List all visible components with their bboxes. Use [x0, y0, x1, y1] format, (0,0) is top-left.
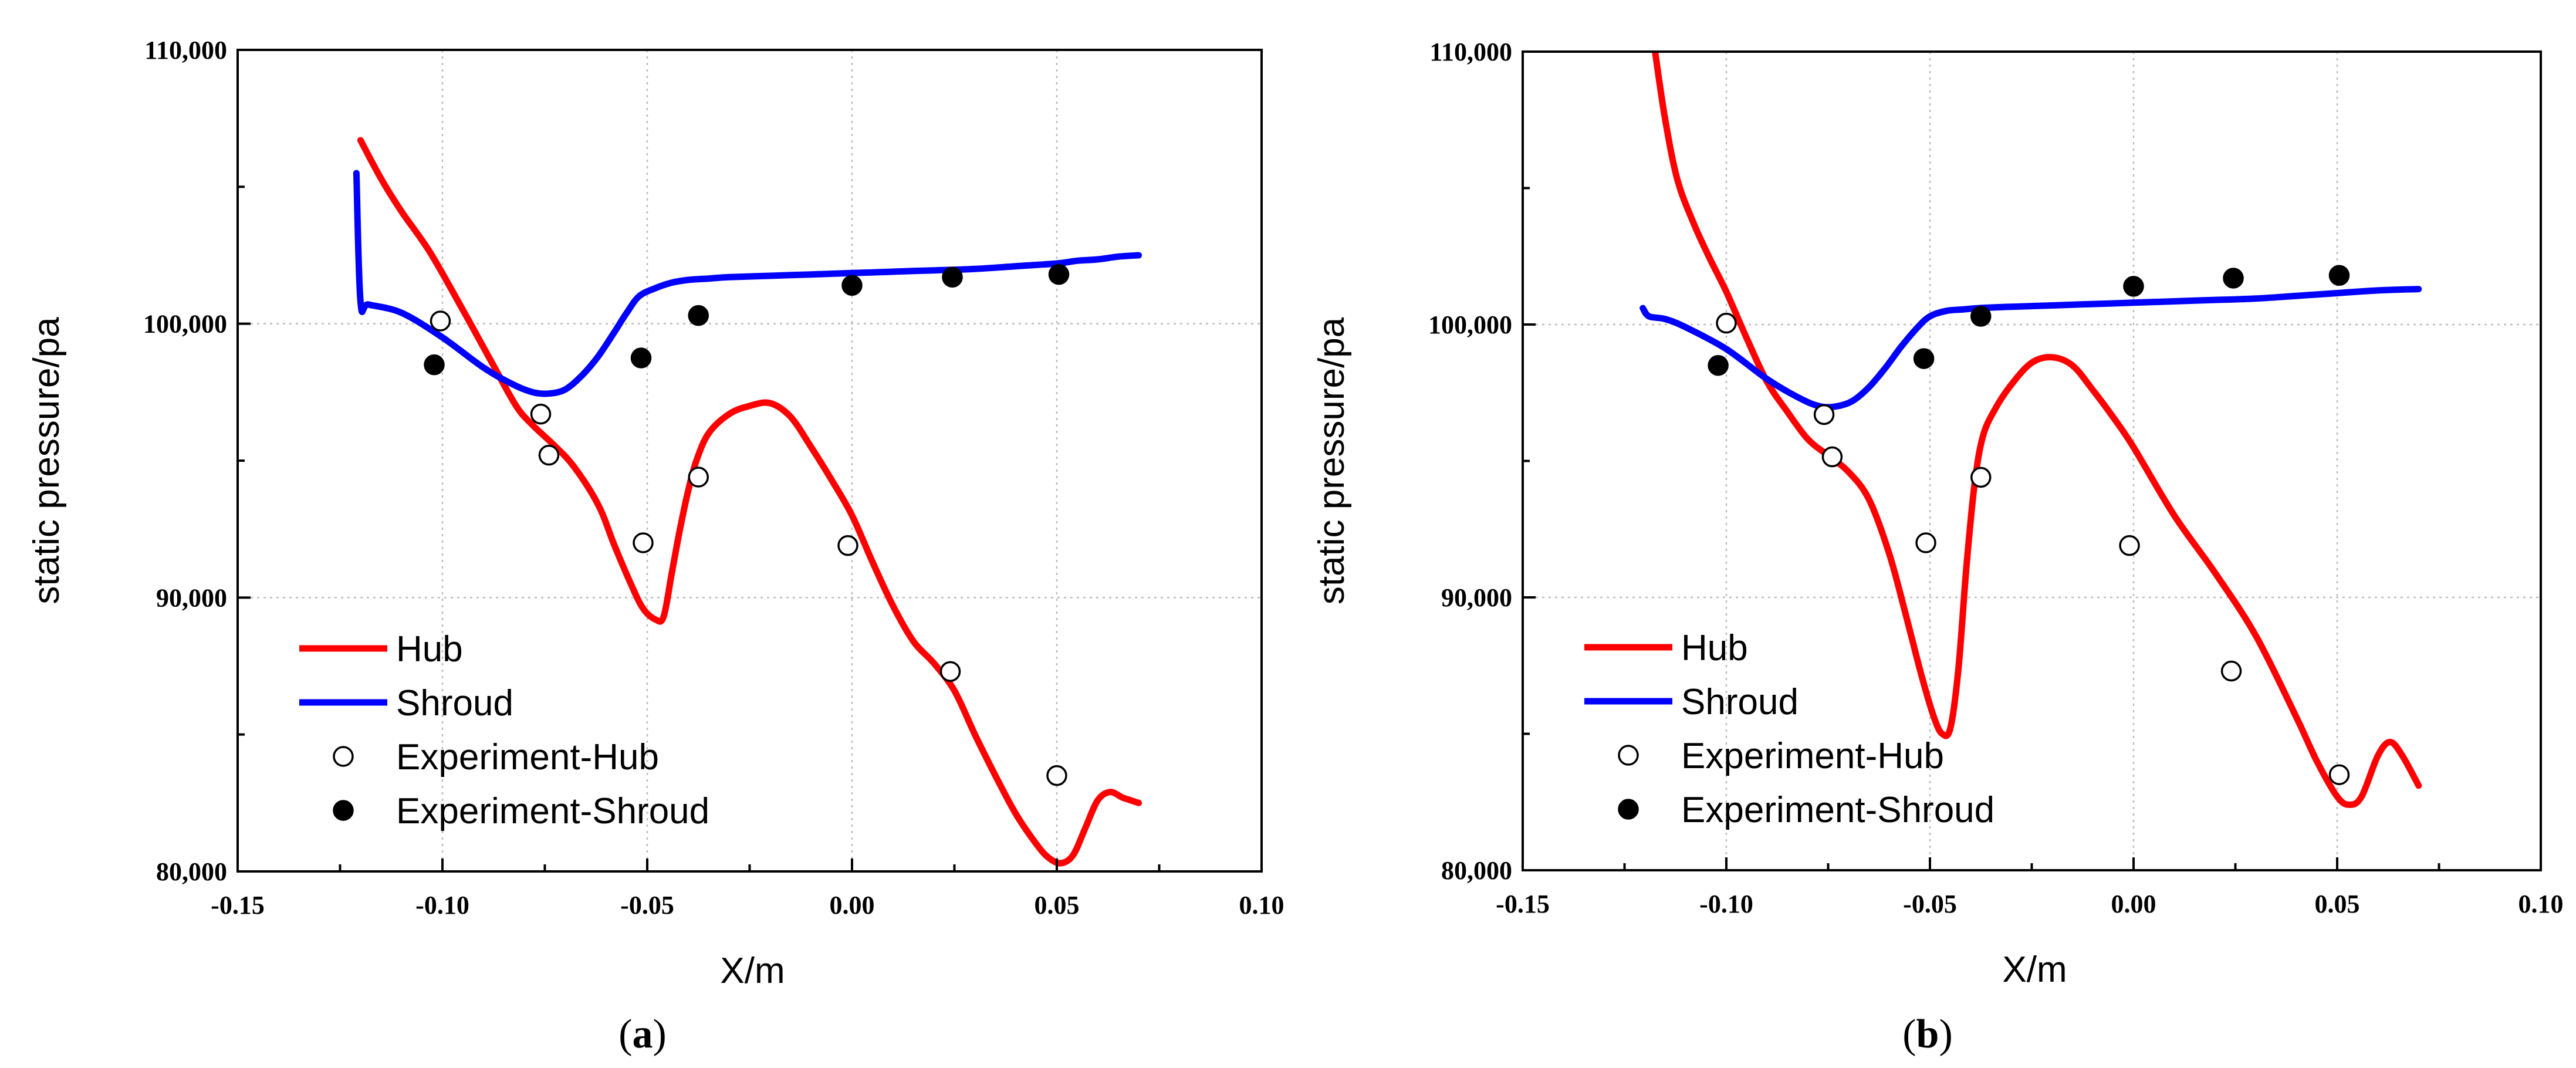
x-tick-label: 0.05: [2315, 890, 2360, 918]
data-point-experiment-hub: [2119, 535, 2140, 556]
y-tick-label: 100,000: [143, 310, 227, 339]
legend-label-shroud: Shroud: [396, 683, 513, 724]
y-tick-label: 110,000: [1429, 38, 1512, 66]
data-point-experiment-shroud: [2123, 276, 2144, 297]
legend-label-experiment-hub: Experiment-Hub: [396, 737, 659, 778]
data-point-experiment-shroud: [1970, 306, 1992, 327]
data-point-experiment-shroud: [1913, 348, 1935, 369]
data-point-experiment-hub: [1813, 404, 1835, 425]
x-tick-label: 0.10: [2518, 890, 2564, 918]
legend-swatch-experiment-shroud: [1618, 799, 1639, 820]
panel-caption: (b): [1902, 1012, 1953, 1057]
legend-item-experiment-hub: Experiment-Hub: [1618, 736, 1944, 776]
axis-ticks: -0.15 -0.10 -0.05 0.00 0.05 0.10 80,000 90,000 1…: [1428, 38, 2564, 918]
data-point-experiment-hub: [1046, 765, 1067, 786]
series-markers: [424, 263, 1070, 786]
data-point-experiment-hub: [1716, 312, 1737, 334]
legend-label-experiment-shroud: Experiment-Shroud: [396, 791, 709, 832]
series-line-shroud: [1639, 286, 2422, 411]
data-point-experiment-hub: [939, 661, 961, 682]
data-point-experiment-hub: [538, 444, 560, 466]
legend-item-shroud: Shroud: [299, 683, 513, 724]
y-tick-label: 90,000: [156, 583, 227, 612]
series-line-shroud: [353, 170, 1142, 397]
x-tick-label: -0.10: [1699, 890, 1753, 918]
y-tick-label: 80,000: [1441, 856, 1512, 885]
data-point-experiment-hub: [1915, 532, 1936, 553]
data-point-experiment-hub: [2328, 764, 2350, 785]
series-lines: [1639, 52, 2422, 808]
legend-item-hub: Hub: [1584, 628, 1748, 668]
series-line-hub: [357, 137, 1142, 867]
data-point-experiment-shroud: [424, 354, 445, 376]
data-point-experiment-hub: [688, 467, 709, 488]
y-tick-label: 100,000: [1428, 310, 1512, 339]
y-tick-label: 90,000: [1441, 583, 1512, 612]
legend-label-hub: Hub: [1681, 628, 1748, 668]
grid: [238, 50, 1262, 871]
legend-swatch-experiment-hub: [1618, 745, 1639, 766]
legend: Hub Shroud Experiment-Hub Experiment-Shroud: [1584, 628, 1994, 830]
y-tick-label: 80,000: [156, 857, 227, 886]
data-point-experiment-hub: [1821, 446, 1843, 468]
data-point-experiment-shroud: [942, 266, 963, 288]
legend-item-hub: Hub: [299, 629, 463, 670]
x-tick-label: 0.00: [830, 891, 875, 920]
series-markers: [1708, 265, 2350, 785]
x-tick-label: 0.00: [2111, 890, 2156, 918]
axis-ticks: -0.15 -0.10 -0.05 0.00 0.05 0.10 80,000 90,000 1…: [143, 36, 1284, 920]
legend-label-hub: Hub: [396, 629, 463, 670]
data-point-experiment-shroud: [1708, 355, 1729, 376]
legend: Hub Shroud Experiment-Hub Experiment-Shroud: [299, 629, 709, 832]
legend-swatch-experiment-shroud: [333, 800, 354, 821]
y-axis-title: static pressure/pa: [1311, 317, 1352, 604]
data-point-experiment-shroud: [2223, 268, 2244, 289]
data-point-experiment-hub: [430, 310, 451, 332]
data-series: [353, 137, 1142, 867]
caption-open-paren: (: [1902, 1012, 1916, 1057]
legend-item-experiment-hub: Experiment-Hub: [333, 737, 659, 778]
data-series: [1639, 52, 2422, 808]
data-point-experiment-hub: [633, 532, 654, 553]
series-lines: [353, 137, 1142, 867]
x-tick-label: -0.05: [1903, 890, 1957, 918]
x-tick-label: -0.05: [620, 891, 674, 920]
legend-label-experiment-shroud: Experiment-Shroud: [1681, 790, 1994, 830]
legend-item-shroud: Shroud: [1584, 682, 1799, 722]
legend-item-experiment-shroud: Experiment-Shroud: [333, 791, 709, 832]
x-tick-label: -0.10: [415, 891, 469, 920]
y-axis-title: static pressure/pa: [26, 317, 67, 604]
data-point-experiment-hub: [837, 535, 858, 556]
x-axis-title: X/m: [2002, 949, 2067, 990]
panel-caption: (a): [618, 1012, 667, 1057]
data-point-experiment-shroud: [2328, 265, 2350, 286]
caption-close-paren: ): [653, 1012, 667, 1057]
x-tick-label: 0.10: [1239, 891, 1284, 920]
x-tick-label: 0.05: [1035, 891, 1080, 920]
legend-label-experiment-hub: Experiment-Hub: [1681, 736, 1944, 776]
caption-letter: a: [633, 1012, 653, 1057]
data-point-experiment-shroud: [688, 305, 709, 326]
legend-item-experiment-shroud: Experiment-Shroud: [1618, 790, 1994, 830]
chart-panel-a: -0.15 -0.10 -0.05 0.00 0.05 0.10 80,000 90,000 1…: [26, 36, 1284, 1057]
grid: [1523, 52, 2541, 870]
y-tick-label: 110,000: [144, 36, 227, 65]
caption-close-paren: ): [1939, 1012, 1952, 1057]
data-point-experiment-shroud: [841, 275, 863, 296]
data-point-experiment-hub: [530, 403, 552, 425]
x-tick-label: -0.15: [211, 891, 265, 920]
data-point-experiment-hub: [1970, 467, 1992, 488]
data-point-experiment-shroud: [1048, 263, 1070, 285]
legend-label-shroud: Shroud: [1681, 682, 1799, 722]
data-point-experiment-shroud: [630, 347, 652, 369]
caption-open-paren: (: [618, 1012, 632, 1057]
legend-swatch-experiment-hub: [333, 746, 354, 767]
x-tick-label: -0.15: [1496, 890, 1550, 918]
caption-letter: b: [1916, 1012, 1939, 1057]
data-point-experiment-hub: [2220, 660, 2242, 682]
chart-panel-b: -0.15 -0.10 -0.05 0.00 0.05 0.10 80,000 90,000 1…: [1311, 38, 2564, 1057]
x-axis-title: X/m: [720, 951, 785, 991]
